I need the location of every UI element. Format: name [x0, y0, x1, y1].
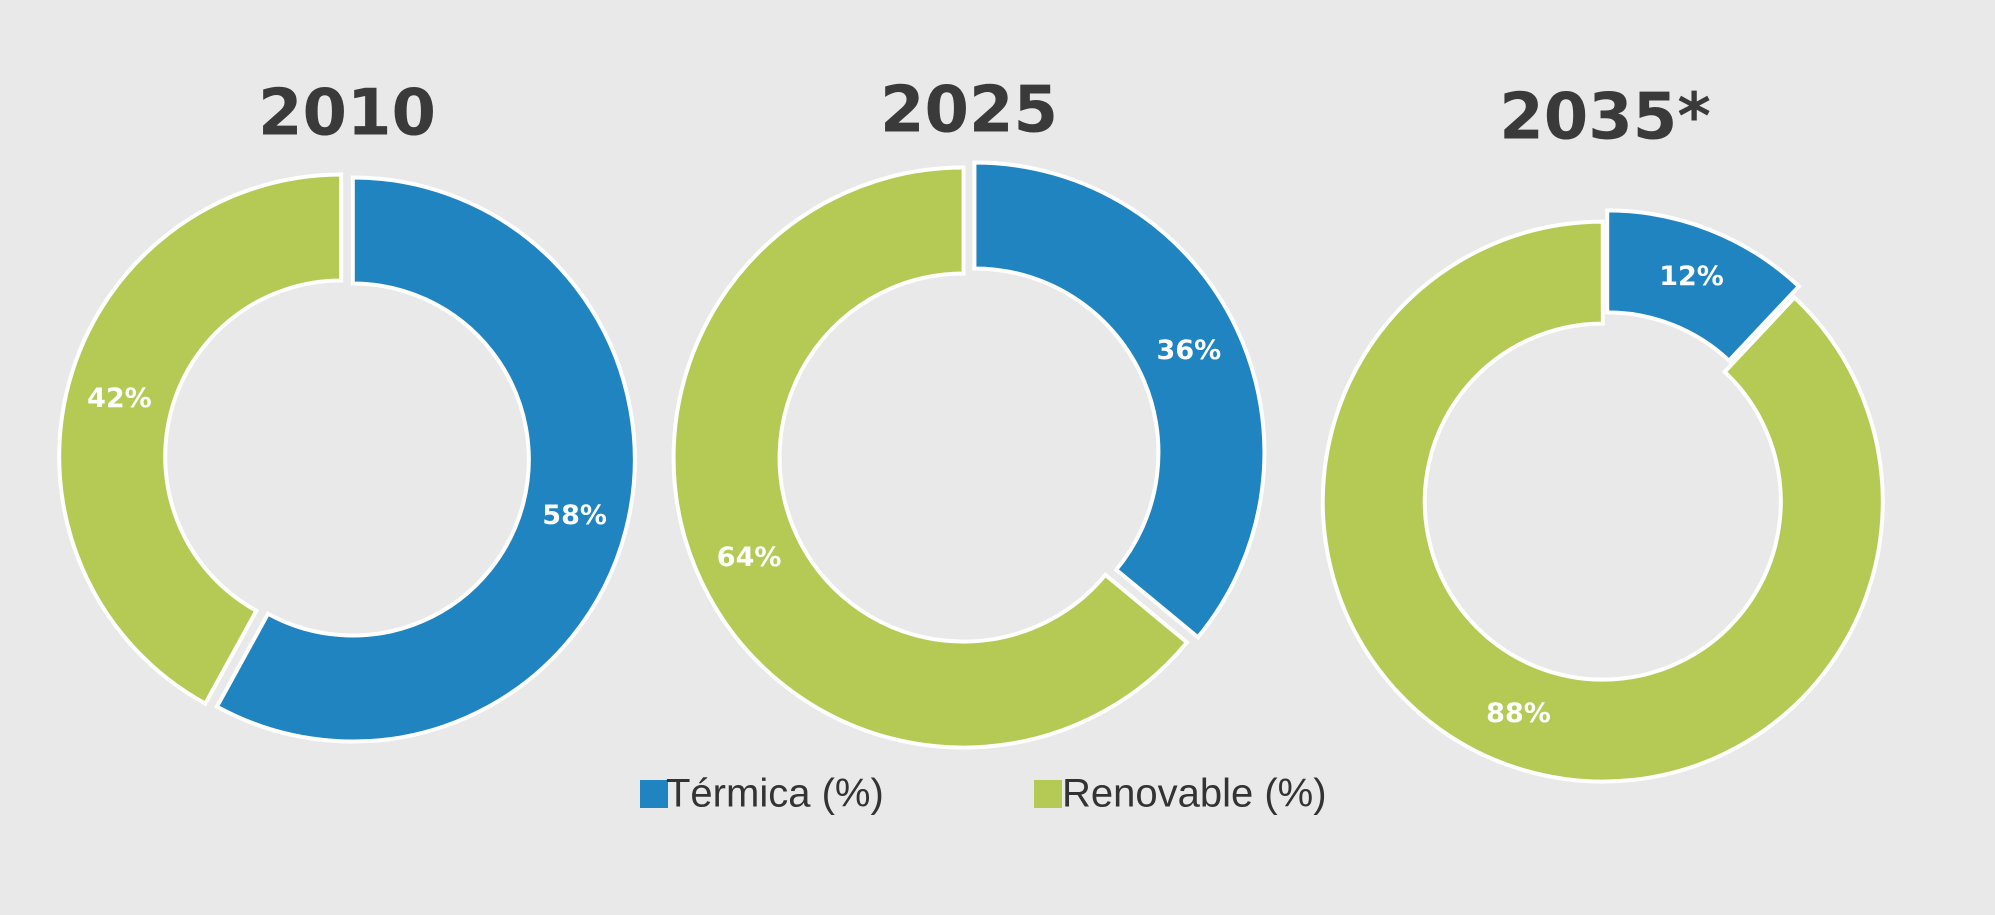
value-label: 64% [717, 542, 782, 573]
chart-title: 2010 [258, 77, 436, 151]
value-label: 12% [1659, 261, 1724, 292]
chart-title: 2035* [1499, 81, 1711, 155]
chart-title: 2025 [880, 74, 1058, 148]
legend-swatch [640, 780, 668, 808]
value-label: 58% [542, 500, 607, 531]
chart: Térmica (%) Renovable (%) 2010 58% 42% 2025… [0, 0, 1995, 915]
legend-label: Térmica (%) [666, 772, 884, 816]
legend-label: Renovable (%) [1062, 772, 1327, 816]
value-label: 42% [87, 383, 152, 414]
value-label: 88% [1486, 698, 1551, 729]
value-label: 36% [1157, 335, 1222, 366]
legend-swatch [1034, 780, 1062, 808]
